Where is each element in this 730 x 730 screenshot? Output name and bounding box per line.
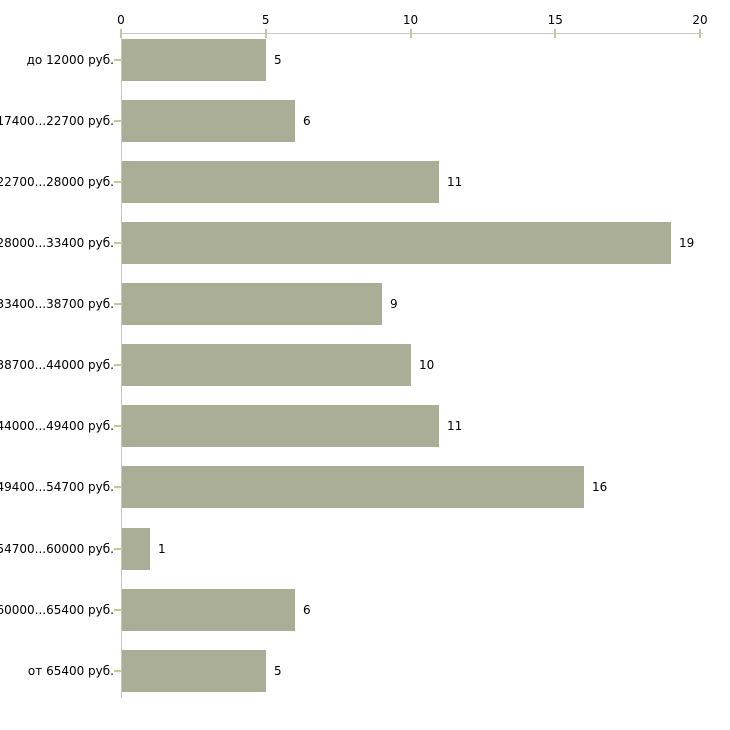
bar xyxy=(122,528,150,570)
x-tick-label: 20 xyxy=(692,13,708,27)
category-label: 22700...28000 руб. xyxy=(0,175,114,189)
category-label: 17400...22700 руб. xyxy=(0,114,114,128)
bar xyxy=(122,161,439,203)
category-label: 54700...60000 руб. xyxy=(0,542,114,556)
bar-value-label: 5 xyxy=(274,53,282,67)
category-tick-mark xyxy=(114,303,121,305)
category-tick-mark xyxy=(114,242,121,244)
x-tick-mark xyxy=(264,29,267,38)
category-label: 33400...38700 руб. xyxy=(0,297,114,311)
category-tick-mark xyxy=(114,548,121,550)
bar-value-label: 6 xyxy=(303,603,311,617)
category-tick-mark xyxy=(114,486,121,488)
category-tick-mark xyxy=(114,609,121,611)
category-tick-mark xyxy=(114,59,121,61)
bar-value-label: 9 xyxy=(390,297,398,311)
bar xyxy=(122,466,584,508)
category-label: 38700...44000 руб. xyxy=(0,358,114,372)
y-axis-line xyxy=(121,33,122,698)
bar xyxy=(122,589,295,631)
bar-value-label: 19 xyxy=(679,236,695,250)
bar xyxy=(122,405,439,447)
x-tick-label: 5 xyxy=(261,13,270,27)
category-tick-mark xyxy=(114,670,121,672)
category-label: 60000...65400 руб. xyxy=(0,603,114,617)
x-tick-mark xyxy=(699,29,701,38)
bar xyxy=(122,100,295,142)
x-tick-label: 10 xyxy=(402,13,419,27)
bar xyxy=(122,344,411,386)
category-label: до 12000 руб. xyxy=(26,53,114,67)
category-label: от 65400 руб. xyxy=(27,664,114,678)
x-tick-label: 0 xyxy=(117,13,125,27)
bar xyxy=(122,39,266,81)
x-tick-label: 15 xyxy=(547,13,563,27)
bar-value-label: 10 xyxy=(419,358,435,372)
category-tick-mark xyxy=(114,425,121,427)
bar-value-label: 16 xyxy=(592,480,608,494)
category-tick-mark xyxy=(114,364,121,366)
category-label: 28000...33400 руб. xyxy=(0,236,114,250)
bar-value-label: 11 xyxy=(447,419,463,433)
x-tick-mark xyxy=(554,29,557,38)
x-tick-mark xyxy=(120,29,122,38)
bar xyxy=(122,222,671,264)
category-tick-mark xyxy=(114,120,121,122)
bar-value-label: 1 xyxy=(158,542,166,556)
x-tick-mark xyxy=(409,29,412,38)
bar xyxy=(122,283,382,325)
bar-value-label: 11 xyxy=(447,175,463,189)
category-label: 44000...49400 руб. xyxy=(0,419,114,433)
x-axis-line xyxy=(121,33,703,34)
category-tick-mark xyxy=(114,181,121,183)
category-label: 49400...54700 руб. xyxy=(0,480,114,494)
bar xyxy=(122,650,266,692)
bar-value-label: 6 xyxy=(303,114,311,128)
bar-value-label: 5 xyxy=(274,664,282,678)
